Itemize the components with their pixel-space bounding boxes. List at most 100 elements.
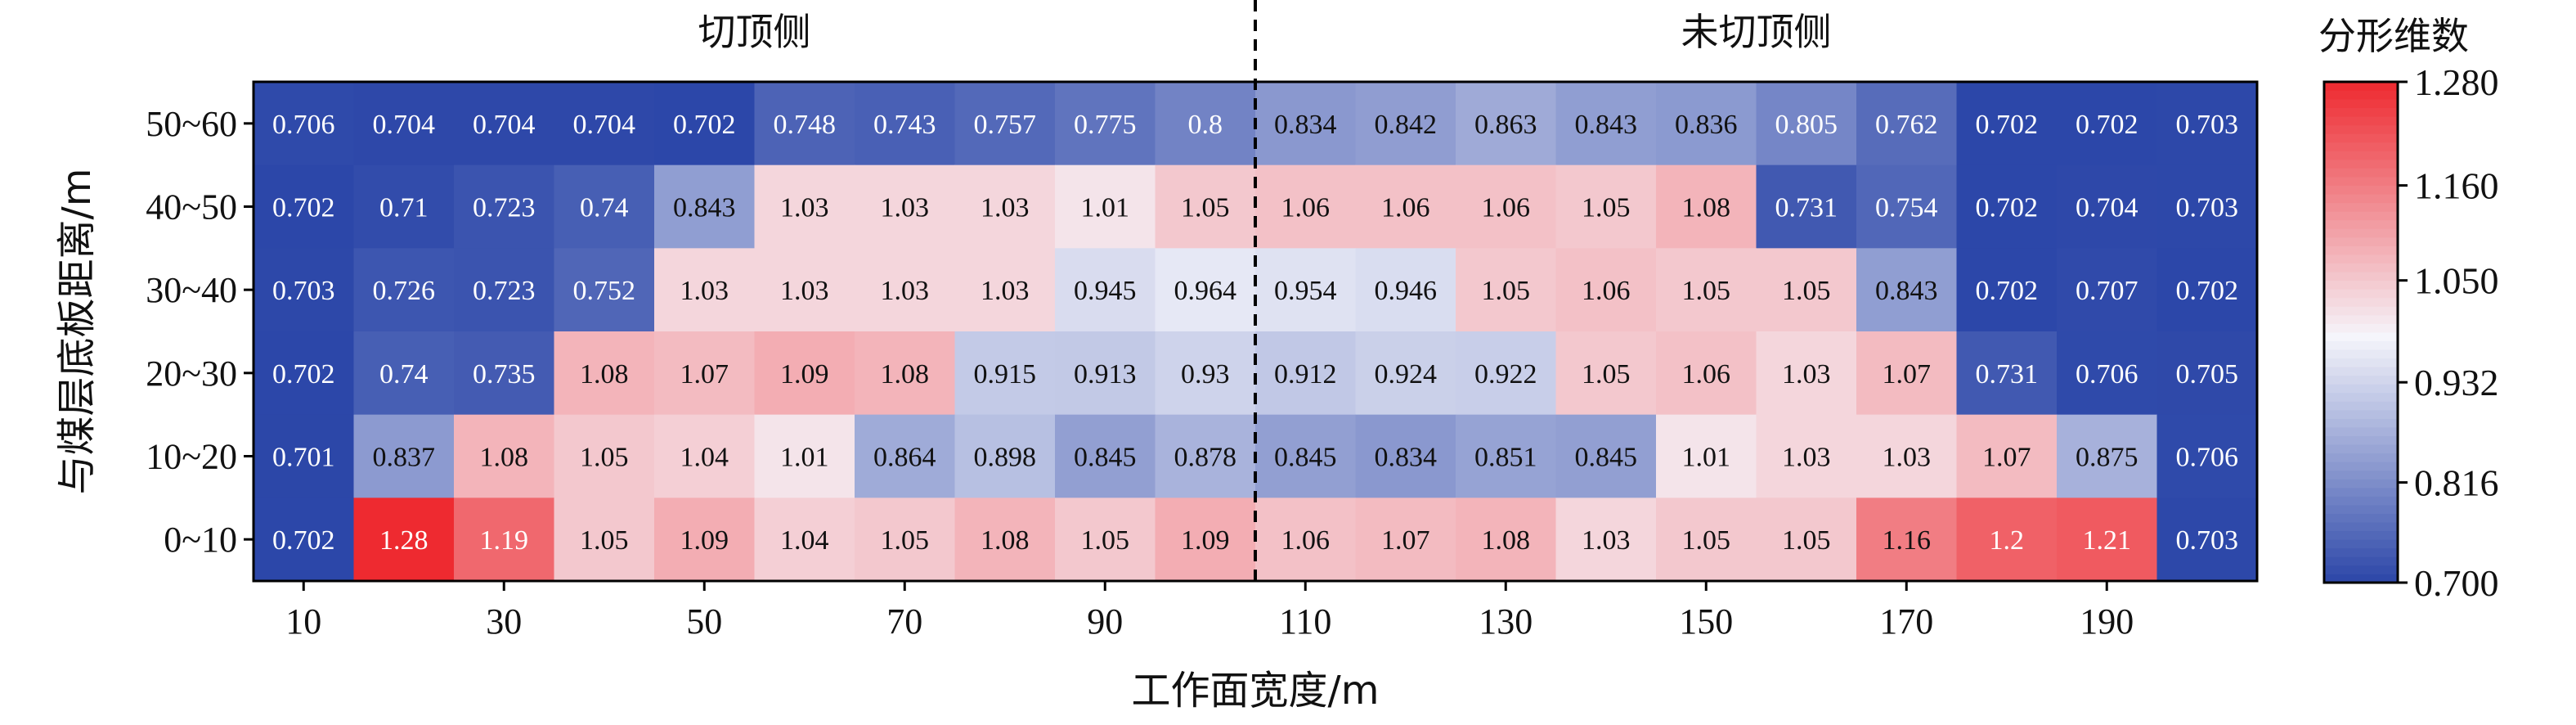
cell-value-label: 0.915 xyxy=(974,359,1037,390)
colorbar-tick-label: 1.280 xyxy=(2414,61,2499,103)
x-tick-label: 170 xyxy=(1879,601,1933,642)
heatmap-cell xyxy=(1956,248,2058,332)
cell-value-label: 1.05 xyxy=(1181,193,1230,223)
colorbar-band xyxy=(2324,159,2398,169)
heatmap-cell xyxy=(554,498,655,582)
heatmap-cell xyxy=(353,164,455,249)
heatmap-cell xyxy=(2057,248,2157,332)
heatmap-cell xyxy=(2156,498,2258,582)
cell-value-label: 0.704 xyxy=(373,110,436,140)
cell-value-label: 0.8 xyxy=(1188,110,1223,140)
heatmap-cell xyxy=(554,414,655,498)
heatmap-cell xyxy=(254,82,354,166)
cell-value-label: 1.01 xyxy=(780,443,829,473)
cell-value-label: 0.946 xyxy=(1375,276,1438,306)
heatmap-cell xyxy=(1756,164,1857,249)
heatmap-cell xyxy=(353,331,455,416)
cell-value-label: 0.704 xyxy=(473,110,536,140)
colorbar-band xyxy=(2324,133,2398,143)
cell-value-label: 0.74 xyxy=(379,359,429,390)
cell-value-label: 1.07 xyxy=(1381,525,1430,556)
heatmap-cell xyxy=(554,331,655,416)
cell-value-label: 0.703 xyxy=(2176,110,2239,140)
colorbar-band xyxy=(2324,219,2398,229)
heatmap-cell xyxy=(1555,164,1657,249)
heatmap-cell xyxy=(1355,82,1456,166)
y-axis-title: 与煤层底板距离/m xyxy=(54,169,100,495)
heatmap-cell xyxy=(855,248,955,332)
x-tick-label: 10 xyxy=(285,601,321,642)
cell-value-label: 1.06 xyxy=(1281,525,1331,556)
cell-value-label: 0.702 xyxy=(2076,110,2138,140)
cell-value-label: 0.843 xyxy=(1875,276,1938,306)
heatmap-cell xyxy=(1656,414,1757,498)
colorbar-band xyxy=(2324,142,2398,151)
colorbar-band xyxy=(2324,116,2398,126)
cell-value-label: 1.08 xyxy=(480,443,529,473)
colorbar-band xyxy=(2324,177,2398,187)
cell-value-label: 0.954 xyxy=(1274,276,1337,306)
colorbar-band xyxy=(2324,427,2398,437)
x-tick-label: 150 xyxy=(1679,601,1733,642)
cell-value-label: 0.924 xyxy=(1375,359,1438,390)
heatmap-cell xyxy=(1756,414,1857,498)
cell-value-label: 1.09 xyxy=(780,359,829,390)
heatmap-cell xyxy=(454,498,554,582)
colorbar-band xyxy=(2324,462,2398,471)
colorbar-band xyxy=(2324,289,2398,299)
heatmap-cell xyxy=(353,248,455,332)
cell-value-label: 0.805 xyxy=(1775,110,1838,140)
cell-value-label: 1.04 xyxy=(780,525,829,556)
cell-value-label: 0.845 xyxy=(1274,443,1337,473)
colorbar-band xyxy=(2324,340,2398,350)
heatmap-cell xyxy=(554,248,655,332)
colorbar-band xyxy=(2324,444,2398,454)
colorbar: 1.280 1.160 1.050 0.932 0.816 0.700 xyxy=(2322,61,2499,604)
cell-value-label: 0.93 xyxy=(1181,359,1230,390)
colorbar-tick-label: 0.700 xyxy=(2414,562,2499,604)
colorbar-band xyxy=(2324,254,2398,263)
cell-value-label: 1.03 xyxy=(1782,443,1831,473)
heatmap-cell xyxy=(1255,248,1356,332)
heatmap-cell xyxy=(954,248,1056,332)
colorbar-band xyxy=(2324,470,2398,480)
heatmap-cell xyxy=(1756,82,1857,166)
heatmap-cell xyxy=(654,498,755,582)
heatmap-cell xyxy=(754,498,855,582)
cell-value-label: 0.703 xyxy=(2176,525,2239,556)
cell-value-label: 0.775 xyxy=(1074,110,1137,140)
heatmap-cell xyxy=(1756,248,1857,332)
cell-value-label: 0.913 xyxy=(1074,359,1137,390)
heatmap-cell xyxy=(1155,414,1256,498)
colorbar-band xyxy=(2324,479,2398,489)
cell-value-label: 1.09 xyxy=(680,525,729,556)
heatmap-cell xyxy=(2057,331,2157,416)
colorbar-band xyxy=(2324,107,2398,117)
cell-value-label: 1.05 xyxy=(1782,525,1831,556)
heatmap-cell xyxy=(1155,498,1256,582)
cell-value-label: 1.08 xyxy=(1482,525,1531,556)
x-tick-label: 90 xyxy=(1087,601,1123,642)
cell-value-label: 1.04 xyxy=(680,443,729,473)
cell-value-label: 0.748 xyxy=(774,110,837,140)
heatmap-cell xyxy=(1956,82,2058,166)
heatmap-cell xyxy=(754,331,855,416)
heatmap-cell xyxy=(855,164,955,249)
heatmap-cell xyxy=(554,82,655,166)
heatmap-cell xyxy=(1155,248,1256,332)
heatmap-cell xyxy=(1555,498,1657,582)
cell-value-label: 1.03 xyxy=(780,276,829,306)
heatmap-cell xyxy=(1756,498,1857,582)
colorbar-band xyxy=(2324,263,2398,272)
heatmap-cell xyxy=(2156,414,2258,498)
colorbar-band xyxy=(2324,513,2398,523)
heatmap-cell xyxy=(1255,164,1356,249)
colorbar-band xyxy=(2324,522,2398,532)
heatmap-cell xyxy=(1856,164,1957,249)
heatmap-cell xyxy=(254,498,354,582)
colorbar-band xyxy=(2324,82,2398,91)
heatmap-cell xyxy=(1856,414,1957,498)
colorbar-band xyxy=(2324,185,2398,195)
heatmap-cell xyxy=(2156,82,2258,166)
